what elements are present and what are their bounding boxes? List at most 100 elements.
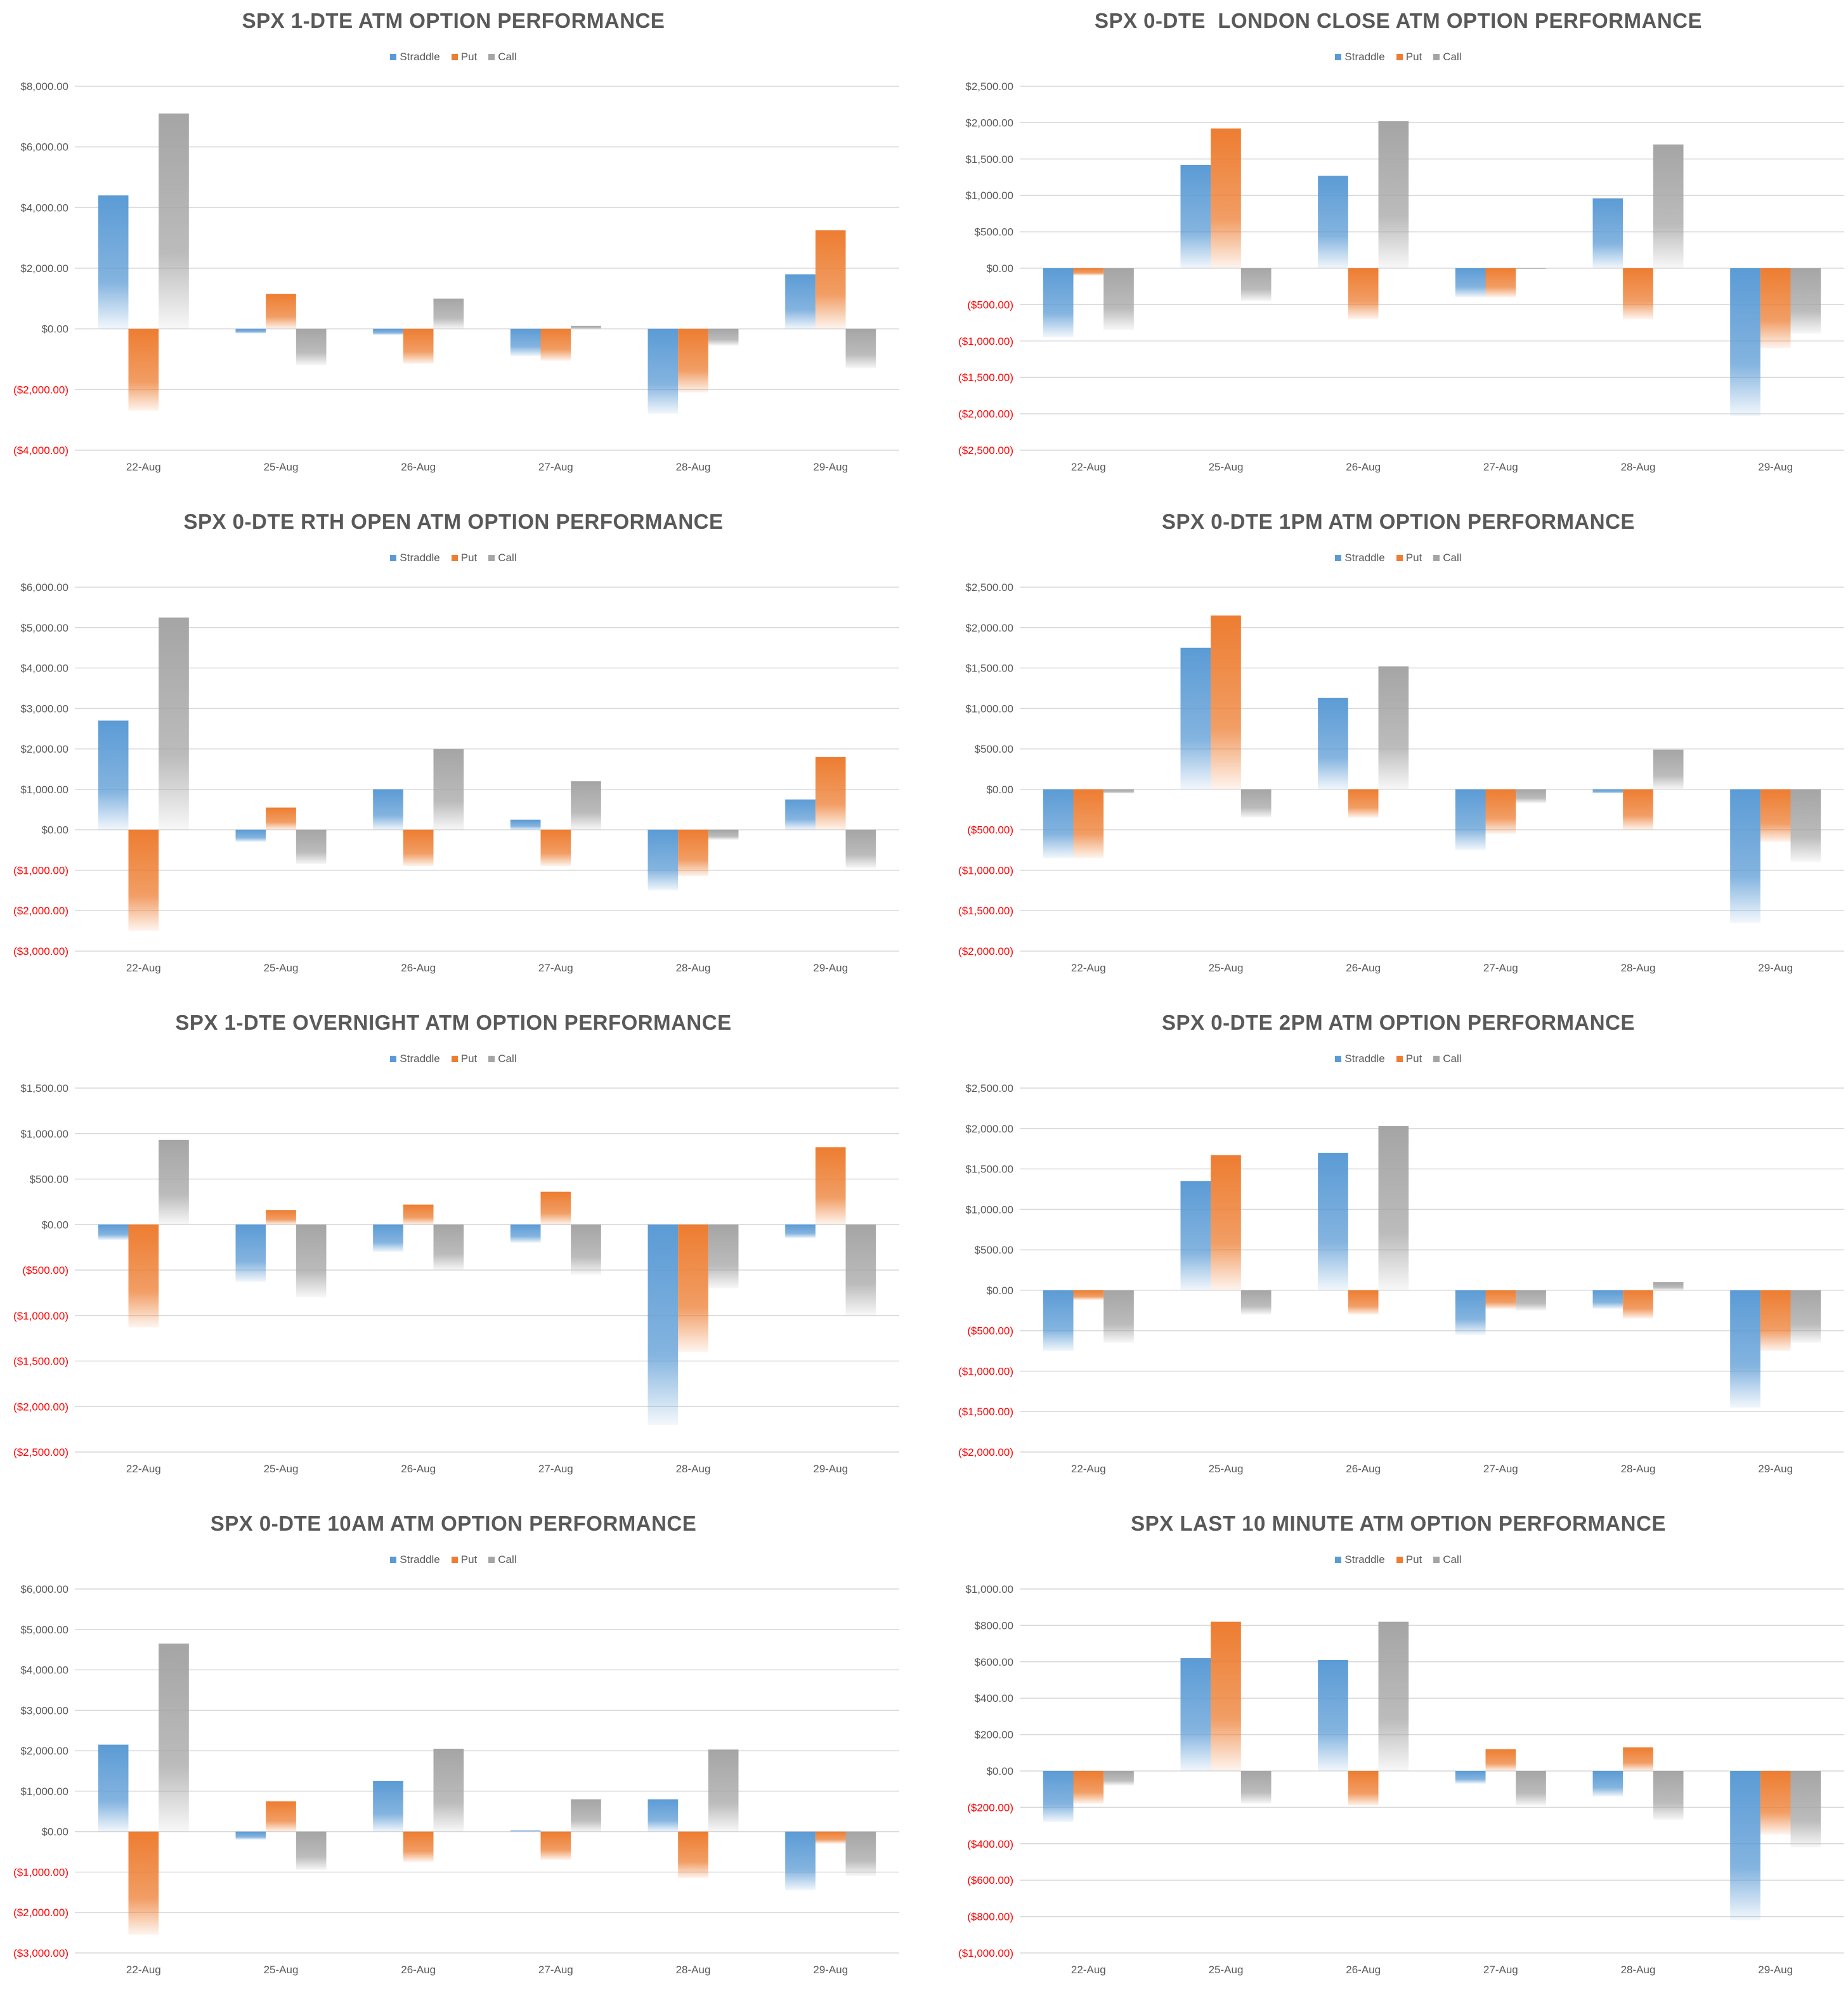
bar-put [403,829,434,867]
chart-legend: Straddle Put Call [945,1553,1848,1566]
bar-put [266,294,296,329]
bar-call [1653,1771,1684,1820]
x-tick-label: 25-Aug [264,1463,299,1475]
y-tick-label: ($500.00) [22,1264,68,1276]
bar-straddle [785,274,816,329]
x-tick-label: 25-Aug [1209,461,1244,473]
x-tick-label: 29-Aug [813,962,848,974]
legend-label: Put [460,51,478,63]
legend-item-call: Call [488,1053,517,1065]
legend-swatch [451,1557,458,1563]
y-tick-label: ($1,500.00) [958,372,1013,384]
bar-put [540,1831,571,1860]
bar-straddle [1318,697,1348,789]
bar-straddle [647,1224,679,1425]
legend-item-straddle: Straddle [390,51,440,63]
x-tick-label: 22-Aug [1071,461,1106,473]
bar-put [678,328,708,393]
y-tick-label: ($2,000.00) [13,384,68,396]
legend-label: Straddle [400,1553,440,1566]
chart-7: $6,000.00 $5,000.00 $4,000.00 $3,000.00 $2,0… [0,1503,907,1991]
bar-put [403,1831,434,1862]
y-tick-label: $400.00 [975,1692,1013,1704]
bar-straddle [1592,789,1624,794]
bar-put [1623,1290,1653,1319]
y-tick-label: ($2,000.00) [13,1401,68,1413]
legend-item-call: Call [1433,1053,1462,1065]
y-tick-label: $3,000.00 [20,1704,68,1716]
legend-label: Call [1443,51,1462,63]
chart-title: SPX 1-DTE OVERNIGHT ATM OPTION PERFORMAN… [175,1011,732,1034]
bar-put [1348,1290,1379,1315]
y-tick-label: ($1,000.00) [13,1310,68,1322]
y-tick-label: $0.00 [41,1219,68,1231]
bar-put [815,230,846,329]
x-tick-label: 28-Aug [1621,1463,1656,1475]
chart-legend: Straddle Put Call [0,1053,907,1065]
bar-straddle [1730,1290,1760,1408]
chart-legend: Straddle Put Call [0,552,907,564]
y-tick-label: $1,500.00 [965,153,1013,165]
y-tick-label: ($2,000.00) [13,905,68,917]
bar-straddle [1730,1771,1760,1921]
legend-label: Call [1443,1053,1462,1065]
bar-call [571,781,601,830]
x-tick-label: 26-Aug [401,962,436,974]
legend-item-call: Call [1433,51,1462,63]
bar-straddle [647,328,679,414]
bar-straddle [1318,1659,1348,1771]
legend-item-put: Put [1396,1053,1422,1065]
bar-call [1240,1290,1272,1315]
bar-call [1240,268,1272,301]
x-tick-label: 22-Aug [126,461,161,473]
y-tick-label: ($1,500.00) [958,1406,1013,1418]
legend-label: Straddle [1344,1053,1385,1065]
y-tick-label: ($1,000.00) [13,864,68,876]
bar-straddle [1730,789,1760,923]
y-tick-label: $1,000.00 [20,784,68,796]
legend-swatch [1335,54,1342,60]
y-tick-label: $6,000.00 [20,581,68,593]
bar-straddle [1455,789,1486,850]
bar-call [1378,666,1409,789]
y-tick-label: $2,000.00 [20,743,68,755]
y-tick-label: $2,000.00 [965,622,1013,634]
bar-put [1623,789,1653,830]
bar-put [1211,128,1241,268]
y-tick-label: ($3,000.00) [13,945,68,957]
y-tick-label: ($1,000.00) [958,864,1013,876]
bar-put [678,1224,708,1352]
x-tick-label: 27-Aug [1483,962,1518,974]
bar-put [1073,1771,1104,1804]
y-tick-label: ($500.00) [967,824,1013,836]
y-tick-label: $6,000.00 [20,1583,68,1595]
x-tick-label: 27-Aug [538,461,573,473]
bar-call [571,1224,601,1275]
x-tick-label: 22-Aug [1071,962,1106,974]
x-tick-label: 22-Aug [126,962,161,974]
bar-straddle [1043,789,1074,859]
x-tick-label: 27-Aug [538,1964,573,1976]
bar-put [128,1224,159,1328]
y-tick-label: ($2,000.00) [13,1907,68,1919]
bar-put [678,1831,708,1879]
legend-swatch [451,54,458,60]
x-tick-label: 28-Aug [1621,1964,1656,1976]
bar-straddle [373,1224,403,1252]
legend-label: Put [460,1553,478,1566]
x-tick-label: 28-Aug [1621,962,1656,974]
bar-straddle [647,1799,679,1832]
bar-straddle [647,829,679,891]
bar-call [708,1749,739,1832]
legend-item-call: Call [488,552,517,564]
bar-put [1073,1290,1104,1300]
x-tick-label: 25-Aug [1209,962,1244,974]
bar-put [815,1831,846,1844]
legend-swatch [1396,555,1403,561]
chart-title: SPX 0-DTE LONDON CLOSE ATM OPTION PERFOR… [1094,9,1703,32]
bar-put [128,829,159,931]
bar-call [571,325,601,329]
legend-swatch [1396,1056,1403,1062]
y-tick-label: $1,000.00 [20,1786,68,1798]
y-tick-label: ($200.00) [967,1801,1013,1813]
